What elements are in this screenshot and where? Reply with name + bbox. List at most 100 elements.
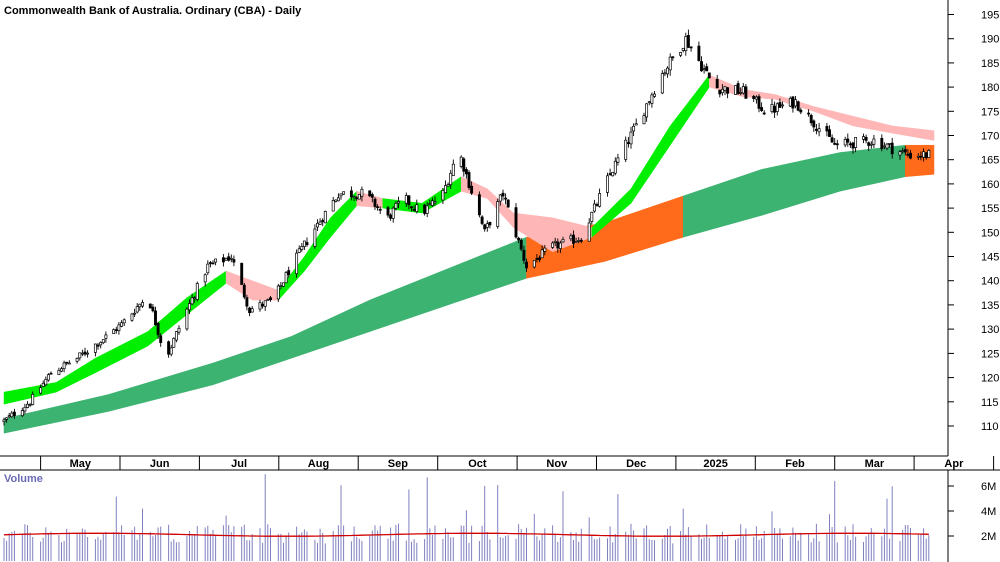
candle-body (869, 143, 873, 146)
candle-body (483, 224, 487, 230)
price-tick-label: 185 (981, 58, 999, 70)
candle-body (258, 302, 262, 310)
candle-body (903, 149, 907, 153)
candle-body (700, 61, 703, 72)
candle-body (360, 188, 364, 197)
candle-body (5, 417, 9, 420)
candle-body (2, 419, 6, 423)
candle-body (300, 246, 304, 250)
candle-body (781, 104, 784, 107)
candle-body (697, 45, 701, 61)
candle-body (245, 297, 249, 307)
candle-body (561, 239, 565, 243)
candle-body (206, 263, 210, 274)
price-tick-label: 165 (981, 155, 999, 167)
candle-body (397, 201, 400, 204)
candle-body (135, 306, 139, 313)
price-tick-label: 145 (981, 252, 999, 264)
price-tick-label: 150 (981, 227, 999, 239)
candle-body (376, 206, 380, 209)
candle-body (553, 240, 557, 243)
month-label: Jul (231, 458, 247, 470)
candle-body (671, 56, 675, 59)
candle-body (240, 262, 244, 285)
candle-body (794, 99, 797, 107)
candle-body (522, 249, 526, 261)
price-tick-label: 115 (981, 397, 999, 409)
candle-body (901, 150, 905, 153)
candle-body (7, 415, 11, 418)
candle-body (854, 137, 858, 148)
candle-body (885, 143, 889, 149)
candle-body (470, 185, 474, 194)
candle-body (752, 96, 756, 99)
candle-body (598, 193, 602, 207)
candle-body (130, 313, 134, 321)
candle-body (830, 137, 834, 143)
candle-body (608, 173, 612, 175)
price-tick-label: 190 (981, 34, 999, 46)
candle-body (394, 202, 398, 209)
candle-body (224, 258, 228, 261)
candle-body (342, 191, 346, 195)
candle-body (297, 248, 301, 253)
candle-body (26, 403, 29, 408)
candle-body (449, 172, 453, 186)
month-label: Aug (308, 458, 329, 470)
candle-body (318, 221, 322, 225)
candle-body (373, 198, 377, 207)
candle-body (723, 86, 727, 91)
candle-body (689, 46, 693, 49)
candle-body (46, 374, 50, 381)
candle-body (705, 66, 709, 72)
candle-body (167, 341, 171, 355)
candle-body (702, 68, 706, 71)
candle-body (378, 208, 382, 211)
candle-body (114, 329, 118, 331)
candle-body (302, 240, 306, 247)
candle-body (720, 88, 724, 94)
candle-body (862, 136, 865, 140)
price-tick-label: 160 (981, 179, 999, 191)
candle-body (242, 284, 246, 298)
candle-body (814, 128, 818, 131)
candle-body (606, 175, 609, 193)
candle-body (349, 190, 353, 198)
candle-body (754, 96, 758, 100)
slow-band-layer (3, 144, 935, 434)
candle-body (835, 143, 839, 146)
candle-body (148, 303, 152, 309)
price-tick-label: 155 (981, 203, 999, 215)
candle-body (20, 410, 24, 417)
price-tick-label: 125 (981, 348, 999, 360)
month-label: Nov (546, 458, 568, 470)
candle-body (574, 241, 578, 243)
candle-body (67, 362, 71, 365)
candle-body (232, 259, 236, 263)
candle-body (65, 361, 69, 364)
candle-body (120, 322, 124, 327)
candle-body (441, 190, 445, 201)
candle-body (389, 214, 393, 219)
candle-body (632, 125, 636, 132)
month-label: Jun (150, 458, 170, 470)
candle-body (370, 194, 374, 198)
candle-body (647, 101, 651, 104)
candle-body (496, 201, 500, 227)
candle-body (368, 190, 372, 197)
candle-body (185, 308, 189, 330)
candle-body (86, 352, 90, 355)
candle-body (57, 370, 61, 376)
candle-body (227, 256, 231, 261)
candle-body (101, 339, 105, 344)
candle-body (93, 343, 97, 353)
candle-body (796, 101, 800, 111)
candle-body (543, 247, 547, 252)
candle-body (624, 139, 628, 160)
candle-body (425, 205, 429, 214)
candle-body (734, 85, 737, 95)
candle-body (679, 52, 683, 56)
candle-body (451, 163, 455, 176)
candle-body (193, 297, 197, 300)
price-tick-label: 135 (981, 300, 999, 312)
